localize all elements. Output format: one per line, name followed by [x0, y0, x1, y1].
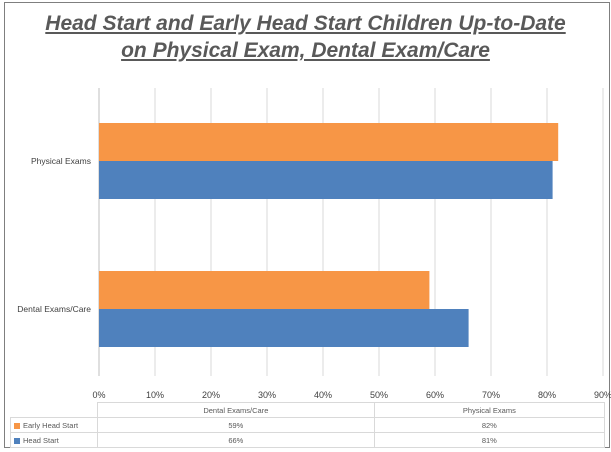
legend-label-early-head-start: Early Head Start [23, 420, 79, 430]
legend-swatch-early-head-start [14, 422, 20, 429]
category-label: Physical Exams [31, 156, 91, 166]
data-table-cell: 81% [373, 432, 606, 448]
bar-chart: 0% 10% 20% 30% 40% 50% 60% 70% 80% 90% Physical Ex… [17, 88, 611, 400]
data-table-row-label: Early Head Start [10, 417, 98, 433]
x-tick-label: 30% [258, 390, 276, 400]
legend-swatch-head-start [14, 437, 20, 444]
x-tick-label: 80% [538, 390, 556, 400]
chart-title-line-2: on Physical Exam, Dental Exam/Care [121, 39, 490, 62]
data-table-cell: 66% [97, 432, 375, 448]
data-table-header-row: Dental Exams/Care Physical Exams [10, 402, 606, 418]
x-tick-label: 70% [482, 390, 500, 400]
chart-title: Head Start and Early Head Start Children… [0, 10, 611, 64]
bar-early-head-start [99, 271, 430, 309]
chart-title-line-1: Head Start and Early Head Start Children… [45, 12, 566, 35]
x-tick-label: 40% [314, 390, 332, 400]
data-table-cell: 59% [97, 417, 375, 433]
data-table-corner [10, 402, 98, 418]
bar-early-head-start [99, 123, 559, 161]
data-table-row-head-start: Head Start 66% 81% [10, 432, 606, 448]
bar-head-start [99, 161, 553, 199]
legend-label-head-start: Head Start [23, 435, 59, 445]
data-table-cell: 82% [373, 417, 606, 433]
x-tick-label: 0% [92, 390, 105, 400]
x-tick-label: 10% [146, 390, 164, 400]
x-tick-label: 90% [594, 390, 611, 400]
data-table-row-label: Head Start [10, 432, 98, 448]
x-tick-label: 60% [426, 390, 444, 400]
data-table-header-physical: Physical Exams [373, 402, 606, 418]
chart-frame [4, 2, 610, 448]
x-tick-label: 20% [202, 390, 220, 400]
data-table: Dental Exams/Care Physical Exams Early H… [10, 402, 606, 448]
category-label: Dental Exams/Care [17, 304, 91, 314]
data-table-header-dental: Dental Exams/Care [97, 402, 375, 418]
data-table-row-early-head-start: Early Head Start 59% 82% [10, 417, 606, 433]
bar-head-start [99, 309, 469, 347]
x-tick-label: 50% [370, 390, 388, 400]
